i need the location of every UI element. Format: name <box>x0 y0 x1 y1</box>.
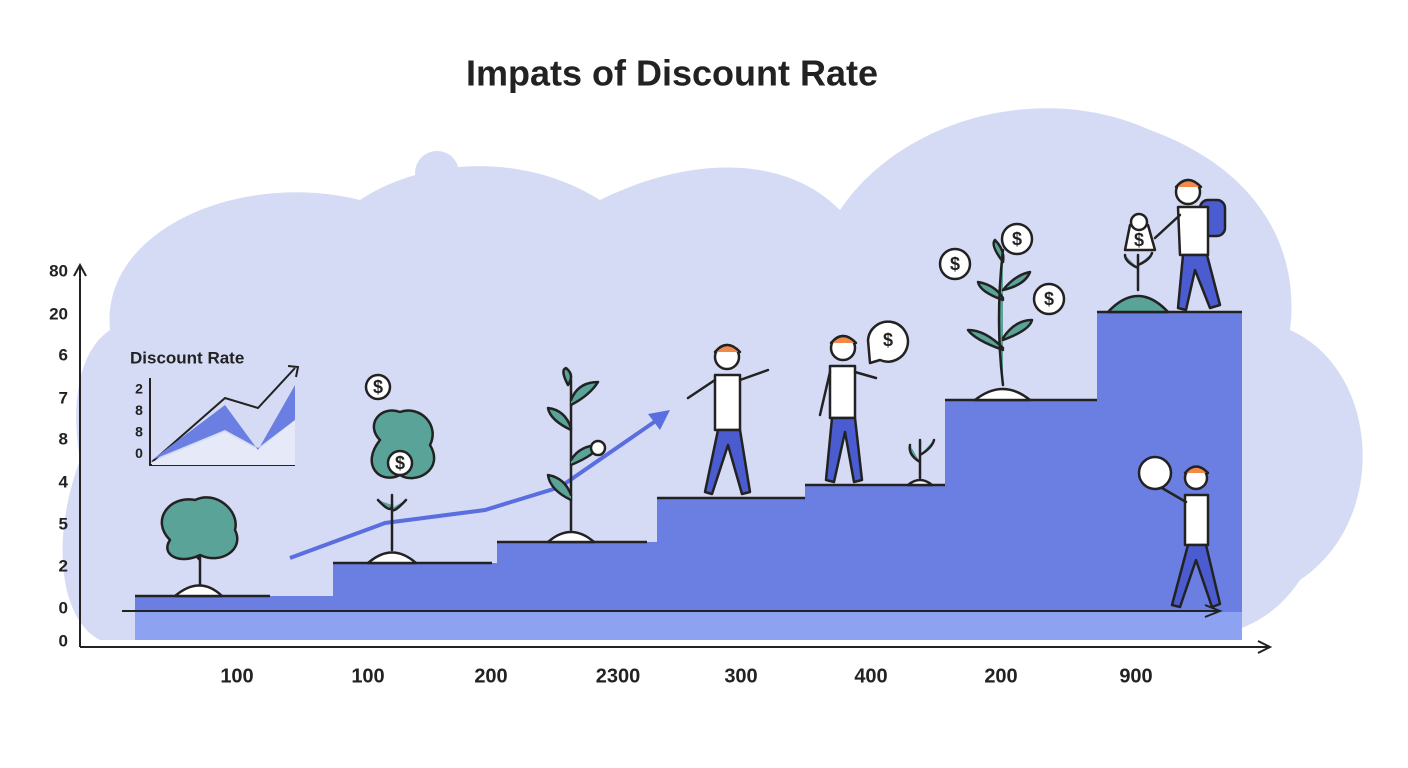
coin-symbol: $ <box>1134 230 1144 250</box>
coin-symbol: $ <box>373 377 383 397</box>
inset-chart: Discount Rate 2 8 8 0 <box>130 348 300 466</box>
x-axis-label: 400 <box>854 665 887 687</box>
trend-arrow <box>289 410 670 560</box>
x-axis-label: 100 <box>220 665 253 687</box>
staircase <box>122 310 1242 640</box>
coin-symbols: $ $ $ $ $ $ $ <box>373 229 1144 473</box>
coin-symbol: $ <box>1044 289 1054 309</box>
y-axis-label: 4 <box>59 472 69 491</box>
y-axis-label: 5 <box>59 514 68 533</box>
y-axis-label: 80 <box>49 261 68 280</box>
x-axis-labels: 100 100 200 2300 300 400 200 900 <box>220 665 1152 687</box>
y-axis-label: 6 <box>59 345 68 364</box>
y-axis-label: 2 <box>59 556 68 575</box>
coin-symbol: $ <box>1012 229 1022 249</box>
inset-label: 8 <box>135 402 143 418</box>
coin-symbol: $ <box>950 254 960 274</box>
x-axis-label: 100 <box>351 665 384 687</box>
inset-label: 2 <box>135 381 143 397</box>
coin-symbol: $ <box>883 330 893 350</box>
y-axis-label: 0 <box>59 631 68 650</box>
coin-symbol: $ <box>395 453 405 473</box>
y-axis-label: 20 <box>49 304 68 323</box>
y-axis-label: 0 <box>59 598 68 617</box>
title: Impats of Discount Rate <box>466 53 878 94</box>
inset-label: 8 <box>135 424 143 440</box>
people <box>686 178 1227 609</box>
plants <box>160 212 1170 598</box>
x-axis-label: 200 <box>984 665 1017 687</box>
x-axis-label: 200 <box>474 665 507 687</box>
y-axis-label: 8 <box>59 429 68 448</box>
y-axis-label: 7 <box>59 388 68 407</box>
x-axis-label: 900 <box>1119 665 1152 687</box>
x-axis-label: 300 <box>724 665 757 687</box>
inset-title: Discount Rate <box>130 348 244 367</box>
inset-labels: 2 8 8 0 <box>135 381 143 462</box>
inset-label: 0 <box>135 445 143 461</box>
x-axis-label: 2300 <box>596 665 641 687</box>
axes <box>73 262 1273 654</box>
